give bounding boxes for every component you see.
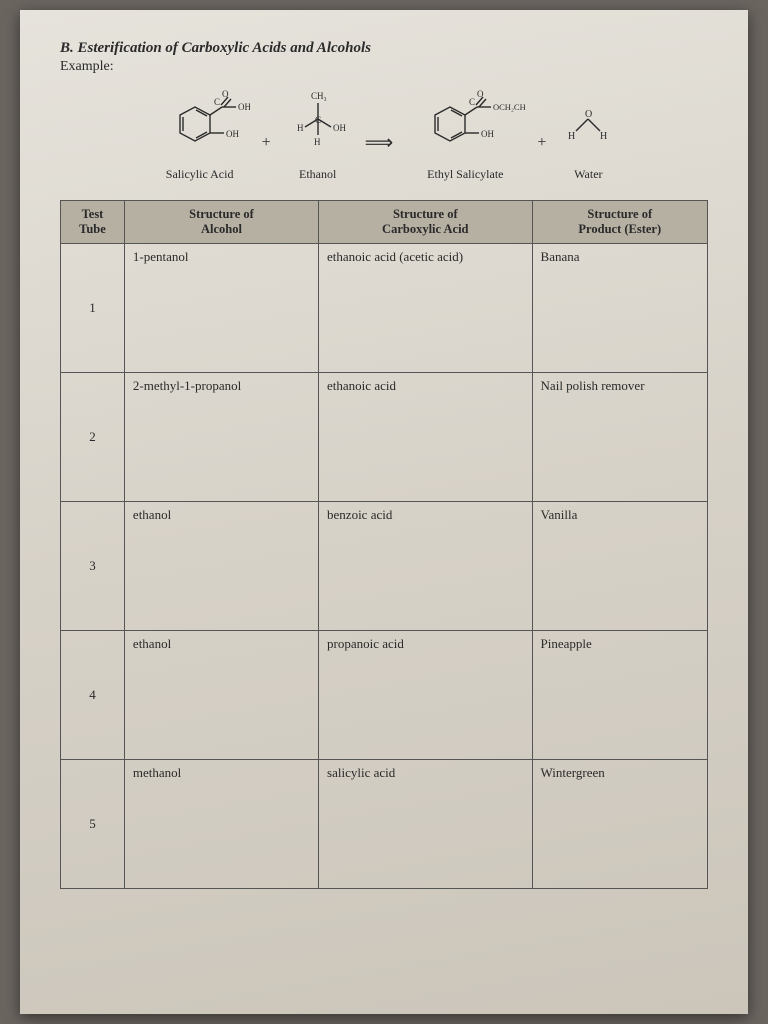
- ester-table: TestTube Structure ofAlcohol Structure o…: [60, 200, 708, 889]
- svg-text:OCH₂CH₃: OCH₂CH₃: [493, 102, 525, 112]
- cell-tube: 4: [61, 631, 125, 760]
- molecule-salicylic-acid: O C OH OH Salicylic Acid: [150, 85, 250, 182]
- cell-alcohol: 2-methyl-1-propanol: [124, 373, 318, 502]
- molecule-water: O H H Water: [558, 85, 618, 182]
- molecule-label: Ethyl Salicylate: [405, 167, 525, 182]
- svg-text:O: O: [477, 89, 484, 99]
- structure-icon: O C OCH₂CH₃ OH: [405, 85, 525, 163]
- cell-tube: 3: [61, 502, 125, 631]
- table-row: 4 ethanol propanoic acid Pineapple: [61, 631, 708, 760]
- svg-text:C: C: [214, 97, 220, 107]
- cell-product: Vanilla: [532, 502, 707, 631]
- svg-text:OH: OH: [238, 102, 250, 112]
- cell-alcohol: methanol: [124, 760, 318, 889]
- molecule-label: Salicylic Acid: [150, 167, 250, 182]
- col-header-tube: TestTube: [61, 201, 125, 244]
- molecule-label: Water: [558, 167, 618, 182]
- page: B. Esterification of Carboxylic Acids an…: [20, 10, 748, 1014]
- svg-text:OH: OH: [226, 129, 239, 139]
- example-label: Example:: [60, 59, 708, 75]
- cell-alcohol: 1-pentanol: [124, 244, 318, 373]
- cell-product: Wintergreen: [532, 760, 707, 889]
- svg-text:OH: OH: [333, 123, 346, 133]
- table-row: 2 2-methyl-1-propanol ethanoic acid Nail…: [61, 373, 708, 502]
- cell-tube: 5: [61, 760, 125, 889]
- molecule-label: Ethanol: [283, 167, 353, 182]
- cell-acid: benzoic acid: [319, 502, 533, 631]
- svg-text:CH₃: CH₃: [311, 91, 327, 101]
- cell-product: Banana: [532, 244, 707, 373]
- molecule-ethyl-salicylate: O C OCH₂CH₃ OH Ethyl Salicylate: [405, 85, 525, 182]
- reaction-scheme: O C OH OH Salicylic Acid + CH₃ C H H: [60, 81, 708, 186]
- plus-icon: +: [537, 116, 546, 152]
- cell-acid: ethanoic acid: [319, 373, 533, 502]
- arrow-icon: ⟹: [365, 112, 394, 155]
- svg-text:O: O: [585, 109, 592, 120]
- svg-text:H: H: [600, 131, 607, 142]
- col-header-alcohol: Structure ofAlcohol: [124, 201, 318, 244]
- table-row: 1 1-pentanol ethanoic acid (acetic acid)…: [61, 244, 708, 373]
- col-header-product: Structure ofProduct (Ester): [532, 201, 707, 244]
- cell-acid: ethanoic acid (acetic acid): [319, 244, 533, 373]
- structure-icon: CH₃ C H H OH: [283, 85, 353, 163]
- plus-icon: +: [262, 116, 271, 152]
- structure-icon: O H H: [558, 85, 618, 163]
- svg-text:O: O: [222, 89, 229, 99]
- svg-text:C: C: [469, 97, 475, 107]
- table-row: 5 methanol salicylic acid Wintergreen: [61, 760, 708, 889]
- cell-alcohol: ethanol: [124, 502, 318, 631]
- cell-tube: 2: [61, 373, 125, 502]
- svg-text:H: H: [297, 123, 304, 133]
- table-row: 3 ethanol benzoic acid Vanilla: [61, 502, 708, 631]
- structure-icon: O C OH OH: [150, 85, 250, 163]
- molecule-ethanol: CH₃ C H H OH Ethanol: [283, 85, 353, 182]
- section-title: B. Esterification of Carboxylic Acids an…: [60, 40, 708, 57]
- col-header-acid: Structure ofCarboxylic Acid: [319, 201, 533, 244]
- cell-tube: 1: [61, 244, 125, 373]
- cell-acid: salicylic acid: [319, 760, 533, 889]
- cell-product: Nail polish remover: [532, 373, 707, 502]
- svg-text:C: C: [315, 115, 321, 125]
- svg-text:OH: OH: [481, 129, 494, 139]
- svg-text:H: H: [314, 137, 321, 147]
- cell-product: Pineapple: [532, 631, 707, 760]
- cell-acid: propanoic acid: [319, 631, 533, 760]
- svg-text:H: H: [568, 131, 575, 142]
- cell-alcohol: ethanol: [124, 631, 318, 760]
